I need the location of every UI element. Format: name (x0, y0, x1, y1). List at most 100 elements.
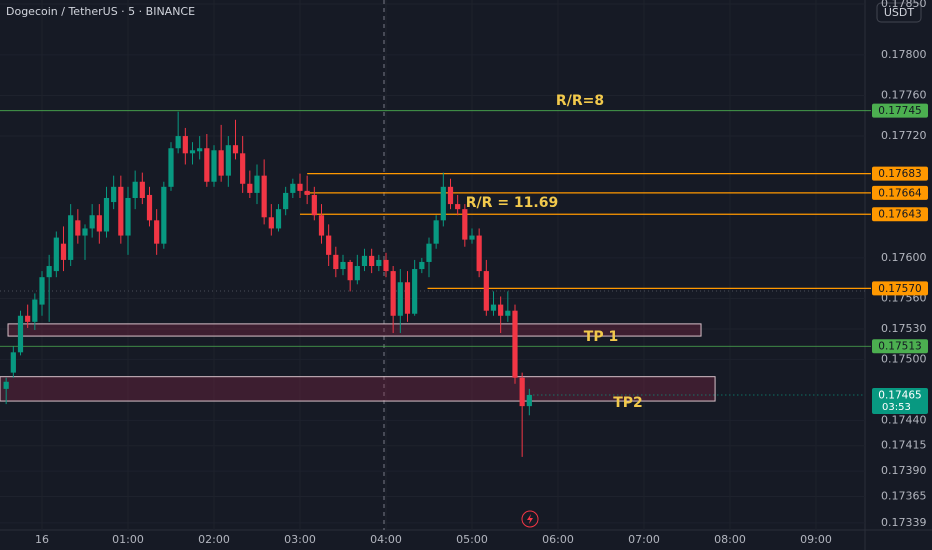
candle-body (182, 136, 188, 154)
y-tick-label: 0.17760 (881, 88, 927, 101)
candle-body (17, 315, 24, 353)
currency-label[interactable]: USDT (884, 6, 915, 19)
candle-body (490, 304, 497, 311)
candle-body (197, 148, 203, 152)
candle-body (46, 266, 52, 278)
x-tick-label: 02:00 (198, 533, 230, 546)
candle-body (297, 183, 303, 191)
x-tick-label: 01:00 (112, 533, 144, 546)
annotation: R/R=8 (556, 93, 604, 109)
candle-body (519, 377, 525, 407)
candle-body (3, 381, 9, 389)
x-tick-label: 06:00 (542, 533, 574, 546)
candle-body (526, 394, 532, 407)
candle-body (412, 269, 418, 314)
replay-icon-bolt (527, 514, 533, 524)
grid (0, 0, 865, 530)
candle-body (440, 186, 446, 221)
candle-body (68, 215, 74, 260)
candle-body (354, 266, 360, 281)
candle-body (218, 150, 224, 176)
level-badge (872, 339, 928, 354)
x-tick-label: 08:00 (714, 533, 746, 546)
level-price: 0.17570 (878, 283, 921, 295)
candle-body (476, 235, 482, 272)
candle-body (404, 282, 411, 314)
candle-body (512, 310, 518, 378)
candle-body (204, 148, 210, 182)
candle-body (189, 150, 196, 154)
candle-body (290, 183, 296, 193)
candle-body (369, 255, 375, 267)
x-tick-label: 09:00 (800, 533, 832, 546)
level-badge (872, 166, 928, 181)
x-tick-label: 07:00 (628, 533, 660, 546)
countdown: 03:53 (882, 402, 911, 413)
last-price: 0.17465 (878, 389, 921, 401)
level-price: 0.17745 (878, 105, 921, 117)
candle-body (32, 299, 38, 322)
level-badge (872, 103, 928, 118)
y-tick-label: 0.17600 (881, 251, 927, 264)
candle-body (361, 255, 368, 267)
candle-body (383, 259, 389, 272)
candle-body (118, 186, 124, 236)
level-price: 0.17513 (878, 341, 921, 353)
y-tick-label: 0.17365 (881, 489, 927, 502)
annotation: R/R = 11.69 (466, 195, 558, 211)
level-badge (872, 281, 928, 296)
candle-body (254, 175, 260, 193)
candle-body (333, 254, 339, 270)
y-tick-label: 0.17415 (881, 439, 927, 452)
replay-icon[interactable] (521, 510, 539, 528)
candle-body (39, 277, 45, 305)
candle-body (225, 145, 231, 176)
candle-body (89, 215, 95, 229)
x-tick-label: 05:00 (456, 533, 488, 546)
candle-body (469, 235, 475, 240)
level-badge (872, 185, 928, 200)
candle-body (161, 186, 167, 244)
candle-body (103, 197, 110, 232)
candle-body (433, 220, 439, 244)
x-tick-label: 04:00 (370, 533, 402, 546)
candle-body (53, 237, 59, 272)
candle-body (498, 304, 504, 316)
candle-body (111, 186, 117, 203)
plot (0, 110, 871, 457)
candle-body (211, 150, 217, 182)
candle-body (483, 271, 489, 311)
last-price-badge (872, 387, 928, 414)
candle-body (426, 243, 432, 262)
candle-body (240, 153, 246, 184)
candle-body (60, 243, 67, 260)
y-tick-label: 0.17530 (881, 322, 927, 335)
zone-label: TP 1 (584, 329, 618, 345)
candle-body (25, 315, 31, 322)
level-price: 0.17664 (878, 187, 922, 199)
candle-body (247, 183, 253, 193)
candle-body (139, 181, 145, 198)
candle-body (96, 215, 102, 232)
y-tick-label: 0.17390 (881, 464, 927, 477)
candle-body (154, 220, 160, 244)
target-zone (7, 323, 702, 337)
candle-body (311, 194, 317, 216)
candle-body (397, 282, 403, 316)
level-badge (872, 207, 928, 222)
candle-body (376, 259, 382, 267)
candle-body (261, 175, 267, 218)
target-zone (0, 376, 716, 402)
y-tick-label: 0.17850 (881, 0, 927, 10)
currency-button[interactable] (876, 2, 922, 23)
candle-body (75, 220, 81, 236)
y-tick-label: 0.17800 (881, 48, 927, 61)
candle-body (175, 136, 181, 149)
candle-body (318, 215, 325, 236)
candle-body (390, 271, 396, 316)
y-tick-label: 0.17339 (881, 516, 927, 529)
candle-body (232, 145, 239, 154)
candle-body (419, 261, 425, 270)
